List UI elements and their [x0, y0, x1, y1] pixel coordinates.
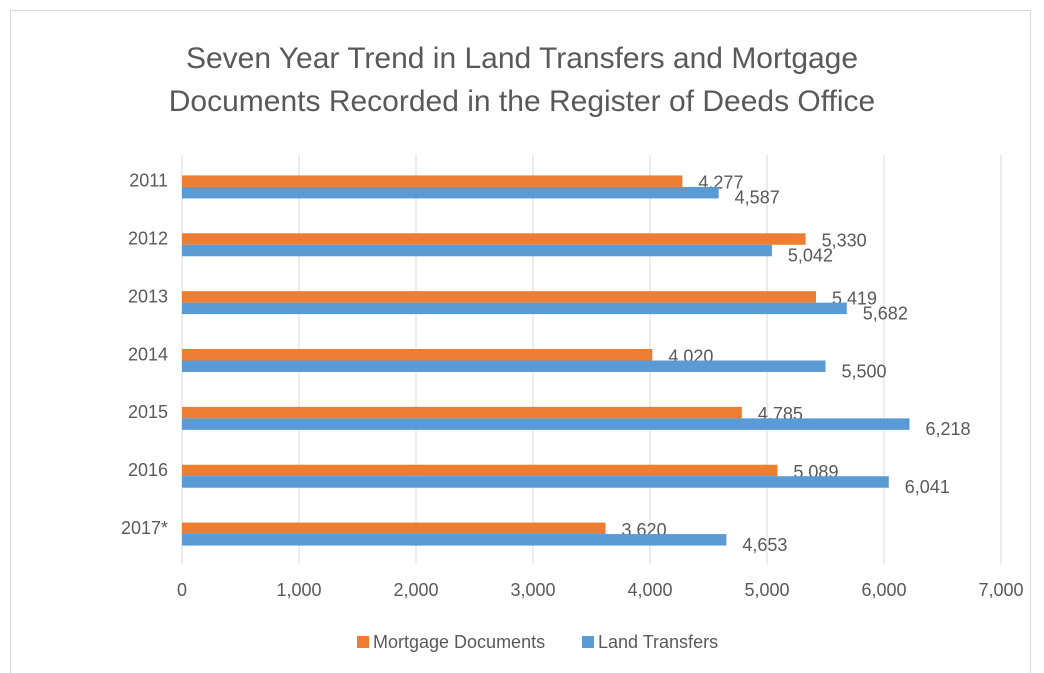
x-tick-label: 7,000	[978, 580, 1023, 600]
bar	[182, 186, 719, 199]
legend-swatch	[582, 636, 594, 648]
y-tick-label: 2012	[128, 229, 168, 249]
x-tick-label: 0	[177, 580, 187, 600]
y-tick-label: 2014	[128, 344, 168, 364]
y-tick-label: 2017*	[121, 518, 168, 538]
bar	[182, 464, 778, 477]
bar	[182, 175, 683, 187]
x-tick-label: 2,000	[393, 580, 438, 600]
chart-title: Documents Recorded in the Register of De…	[169, 85, 875, 118]
data-label: 6,041	[905, 477, 950, 497]
x-tick-label: 1,000	[276, 580, 321, 600]
legend-label: Mortgage Documents	[373, 632, 545, 652]
legend-label: Land Transfers	[598, 632, 718, 652]
data-label: 5,330	[822, 231, 867, 251]
y-tick-label: 2016	[128, 460, 168, 480]
data-label: 4,587	[735, 188, 780, 208]
legend-swatch	[357, 636, 369, 648]
bar	[182, 476, 889, 488]
data-label: 5,682	[863, 303, 908, 323]
chart-title: Seven Year Trend in Land Transfers and M…	[186, 42, 858, 75]
data-label: 4,653	[742, 535, 787, 555]
bar	[182, 291, 817, 303]
x-tick-label: 6,000	[861, 580, 906, 600]
chart-border	[10, 10, 1031, 673]
bar	[182, 349, 653, 361]
data-label: 5,042	[788, 246, 833, 266]
bar	[182, 360, 826, 372]
data-label: 6,218	[926, 419, 971, 439]
bar	[182, 244, 772, 257]
bar	[182, 406, 742, 419]
x-tick-label: 4,000	[627, 580, 672, 600]
y-tick-label: 2013	[128, 286, 168, 306]
bar	[182, 418, 910, 430]
bar	[182, 302, 847, 315]
bar	[182, 534, 727, 546]
y-tick-label: 2015	[128, 402, 168, 422]
x-tick-label: 3,000	[510, 580, 555, 600]
bar	[182, 233, 806, 245]
y-tick-label: 2011	[129, 171, 168, 191]
data-label: 5,500	[842, 361, 887, 381]
x-tick-label: 5,000	[744, 580, 789, 600]
bar	[182, 522, 606, 535]
